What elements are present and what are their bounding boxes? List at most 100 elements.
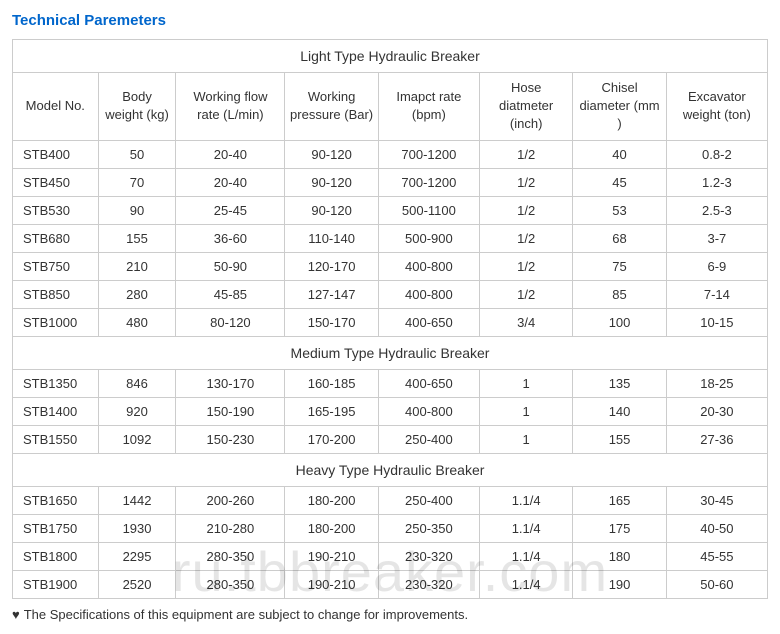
data-cell: 45 [573, 168, 666, 196]
data-cell: 130-170 [176, 369, 285, 397]
data-cell: 400-800 [378, 252, 479, 280]
data-cell: 1 [479, 369, 572, 397]
data-cell: 127-147 [285, 280, 378, 308]
data-cell: 50 [98, 140, 176, 168]
data-cell: 20-30 [666, 397, 767, 425]
data-cell: 700-1200 [378, 168, 479, 196]
model-cell: STB1750 [13, 514, 99, 542]
data-cell: 45-55 [666, 542, 767, 570]
data-cell: 80-120 [176, 308, 285, 336]
data-cell: 160-185 [285, 369, 378, 397]
column-header: Imapct rate (bpm) [378, 73, 479, 141]
column-header: Working pressure (Bar) [285, 73, 378, 141]
data-cell: 27-36 [666, 425, 767, 453]
table-row: STB1400920150-190165-195400-800114020-30 [13, 397, 768, 425]
data-cell: 68 [573, 224, 666, 252]
model-cell: STB1550 [13, 425, 99, 453]
table-row: STB19002520280-350190-210230-3201.1/4190… [13, 570, 768, 598]
data-cell: 1/2 [479, 140, 572, 168]
column-header: Excavator weight (ton) [666, 73, 767, 141]
heart-icon: ♥ [12, 607, 20, 622]
data-cell: 85 [573, 280, 666, 308]
model-cell: STB450 [13, 168, 99, 196]
data-cell: 400-800 [378, 397, 479, 425]
footnote: ♥ The Specifications of this equipment a… [12, 607, 768, 622]
data-cell: 150-170 [285, 308, 378, 336]
data-cell: 1.1/4 [479, 542, 572, 570]
data-cell: 3-7 [666, 224, 767, 252]
data-cell: 110-140 [285, 224, 378, 252]
data-cell: 6-9 [666, 252, 767, 280]
data-cell: 1930 [98, 514, 176, 542]
data-cell: 70 [98, 168, 176, 196]
data-cell: 250-400 [378, 425, 479, 453]
data-cell: 280-350 [176, 570, 285, 598]
data-cell: 190 [573, 570, 666, 598]
model-cell: STB1000 [13, 308, 99, 336]
data-cell: 100 [573, 308, 666, 336]
data-cell: 700-1200 [378, 140, 479, 168]
data-cell: 40-50 [666, 514, 767, 542]
data-cell: 155 [98, 224, 176, 252]
data-cell: 45-85 [176, 280, 285, 308]
data-cell: 0.8-2 [666, 140, 767, 168]
table-row: STB4507020-4090-120700-12001/2451.2-3 [13, 168, 768, 196]
table-row: STB100048080-120150-170400-6503/410010-1… [13, 308, 768, 336]
column-header: Model No. [13, 73, 99, 141]
data-cell: 190-210 [285, 570, 378, 598]
section-header: Medium Type Hydraulic Breaker [13, 336, 768, 369]
table-row: STB5309025-4590-120500-11001/2532.5-3 [13, 196, 768, 224]
data-cell: 846 [98, 369, 176, 397]
data-cell: 10-15 [666, 308, 767, 336]
model-cell: STB1800 [13, 542, 99, 570]
model-cell: STB680 [13, 224, 99, 252]
data-cell: 1/2 [479, 196, 572, 224]
data-cell: 3/4 [479, 308, 572, 336]
data-cell: 50-90 [176, 252, 285, 280]
column-header: Chisel diameter (mm ) [573, 73, 666, 141]
data-cell: 1/2 [479, 224, 572, 252]
table-row: STB75021050-90120-170400-8001/2756-9 [13, 252, 768, 280]
data-cell: 280 [98, 280, 176, 308]
data-cell: 175 [573, 514, 666, 542]
table-row: STB15501092150-230170-200250-400115527-3… [13, 425, 768, 453]
data-cell: 210-280 [176, 514, 285, 542]
data-cell: 190-210 [285, 542, 378, 570]
model-cell: STB750 [13, 252, 99, 280]
data-cell: 1092 [98, 425, 176, 453]
data-cell: 500-1100 [378, 196, 479, 224]
data-cell: 150-190 [176, 397, 285, 425]
model-cell: STB1650 [13, 486, 99, 514]
section-header: Light Type Hydraulic Breaker [13, 40, 768, 73]
data-cell: 180 [573, 542, 666, 570]
data-cell: 1 [479, 397, 572, 425]
data-cell: 140 [573, 397, 666, 425]
data-cell: 20-40 [176, 168, 285, 196]
column-header: Body weight (kg) [98, 73, 176, 141]
data-cell: 30-45 [666, 486, 767, 514]
data-cell: 2295 [98, 542, 176, 570]
data-cell: 180-200 [285, 514, 378, 542]
data-cell: 170-200 [285, 425, 378, 453]
data-cell: 1/2 [479, 280, 572, 308]
data-cell: 500-900 [378, 224, 479, 252]
data-cell: 25-45 [176, 196, 285, 224]
data-cell: 53 [573, 196, 666, 224]
data-cell: 230-320 [378, 542, 479, 570]
table-row: STB1350846130-170160-185400-650113518-25 [13, 369, 768, 397]
data-cell: 2520 [98, 570, 176, 598]
data-cell: 165-195 [285, 397, 378, 425]
data-cell: 230-320 [378, 570, 479, 598]
data-cell: 250-400 [378, 486, 479, 514]
data-cell: 1 [479, 425, 572, 453]
data-cell: 1.1/4 [479, 514, 572, 542]
data-cell: 210 [98, 252, 176, 280]
data-cell: 1.1/4 [479, 486, 572, 514]
model-cell: STB400 [13, 140, 99, 168]
data-cell: 90-120 [285, 196, 378, 224]
data-cell: 90-120 [285, 168, 378, 196]
parameters-table: Light Type Hydraulic BreakerModel No.Bod… [12, 39, 768, 599]
data-cell: 36-60 [176, 224, 285, 252]
model-cell: STB1400 [13, 397, 99, 425]
data-cell: 480 [98, 308, 176, 336]
